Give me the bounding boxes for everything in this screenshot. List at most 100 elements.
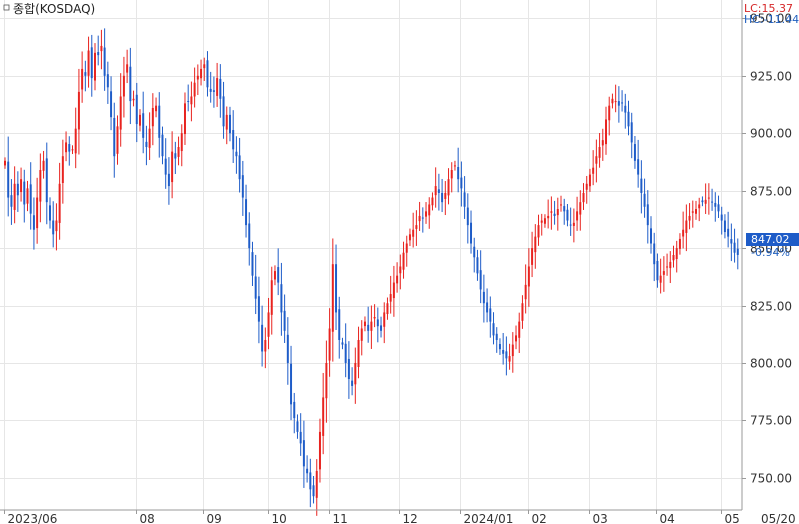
candle bbox=[707, 183, 710, 215]
candle bbox=[643, 178, 646, 218]
candle-up-body bbox=[688, 215, 691, 221]
candle bbox=[87, 36, 90, 88]
x-tick-label: 05 bbox=[725, 512, 740, 524]
candle bbox=[325, 340, 328, 423]
candle bbox=[315, 459, 318, 516]
candle-down-body bbox=[222, 96, 225, 127]
candle bbox=[180, 124, 183, 167]
candle bbox=[290, 345, 293, 421]
candle bbox=[688, 203, 691, 230]
candle-up-body bbox=[357, 340, 360, 367]
candle-up-body bbox=[678, 238, 681, 249]
candle-up-body bbox=[81, 68, 84, 90]
candle-up-body bbox=[196, 75, 199, 80]
candle-down-body bbox=[167, 173, 170, 187]
candle bbox=[518, 312, 521, 353]
candle-down-body bbox=[257, 296, 260, 322]
candle bbox=[196, 64, 199, 95]
candle bbox=[167, 157, 170, 205]
candle-down-body bbox=[293, 401, 296, 419]
candle bbox=[466, 193, 469, 244]
candle bbox=[669, 251, 672, 284]
candle-up-body bbox=[58, 183, 61, 223]
candle-up-body bbox=[576, 211, 579, 221]
candle-up-body bbox=[412, 229, 415, 237]
candle-up-body bbox=[608, 105, 611, 121]
candle bbox=[145, 125, 148, 166]
candle-down-body bbox=[723, 220, 726, 233]
candle-down-body bbox=[97, 52, 100, 56]
candle-down-body bbox=[347, 358, 350, 380]
candle bbox=[441, 178, 444, 213]
candle-up-body bbox=[354, 362, 357, 385]
candle bbox=[675, 240, 678, 273]
candle-up-body bbox=[685, 220, 688, 233]
candle bbox=[138, 109, 141, 132]
candle bbox=[135, 82, 138, 143]
candle-down-body bbox=[312, 485, 315, 497]
candle-up-body bbox=[386, 303, 389, 315]
candle bbox=[695, 200, 697, 220]
candle bbox=[498, 338, 501, 355]
candle-down-body bbox=[7, 161, 10, 198]
x-tick-label: 02 bbox=[532, 512, 547, 524]
candle-up-body bbox=[691, 211, 694, 213]
candle-down-body bbox=[187, 100, 190, 102]
candle-down-body bbox=[463, 192, 466, 207]
candle-down-body bbox=[283, 310, 286, 331]
candle bbox=[479, 250, 482, 304]
candle bbox=[13, 166, 16, 224]
candle bbox=[183, 92, 186, 145]
candle-down-body bbox=[174, 153, 177, 159]
candle-up-body bbox=[171, 151, 174, 183]
candle-down-body bbox=[113, 117, 116, 157]
candle-down-body bbox=[733, 242, 736, 253]
candle-up-body bbox=[200, 68, 203, 79]
y-tick-label: 750.00 bbox=[750, 472, 792, 486]
candle-up-body bbox=[389, 294, 392, 302]
candle-up-body bbox=[582, 192, 585, 203]
candle-up-body bbox=[148, 128, 151, 148]
candle bbox=[193, 67, 196, 108]
candle-up-body bbox=[588, 174, 591, 187]
candle-up-body bbox=[216, 78, 219, 96]
candle-up-body bbox=[331, 264, 334, 332]
candle-up-body bbox=[77, 91, 80, 130]
candle-up-body bbox=[666, 266, 669, 268]
candle-down-body bbox=[212, 90, 215, 92]
candle bbox=[241, 160, 244, 216]
candle bbox=[656, 253, 659, 288]
candle bbox=[151, 93, 154, 146]
candle bbox=[232, 110, 235, 163]
candle-up-body bbox=[61, 156, 64, 183]
candle-up-body bbox=[434, 186, 437, 196]
candle-up-body bbox=[193, 82, 196, 97]
candle bbox=[235, 136, 238, 174]
candle bbox=[408, 228, 411, 247]
y-tick-label: 875.00 bbox=[750, 185, 792, 199]
candle-down-body bbox=[351, 380, 354, 386]
candle-up-body bbox=[264, 340, 267, 352]
candle bbox=[399, 254, 402, 290]
candle bbox=[380, 316, 383, 338]
candle bbox=[704, 183, 707, 214]
candle-down-body bbox=[569, 224, 572, 226]
candle-down-body bbox=[650, 228, 653, 244]
candle bbox=[65, 131, 68, 162]
candle bbox=[624, 93, 627, 129]
candle-up-body bbox=[598, 147, 601, 158]
candle bbox=[174, 141, 177, 175]
candle-up-body bbox=[322, 397, 325, 436]
candle bbox=[309, 458, 312, 508]
candle bbox=[730, 223, 733, 262]
candle bbox=[524, 264, 527, 314]
candle bbox=[97, 35, 100, 66]
x-tick-label: 08 bbox=[140, 512, 155, 524]
candle-down-body bbox=[624, 105, 627, 113]
candle bbox=[190, 81, 193, 122]
candle bbox=[495, 327, 498, 353]
candle-down-body bbox=[261, 324, 264, 352]
candle-up-body bbox=[515, 335, 518, 342]
candle-up-body bbox=[450, 170, 453, 179]
candle-up-body bbox=[87, 50, 90, 76]
